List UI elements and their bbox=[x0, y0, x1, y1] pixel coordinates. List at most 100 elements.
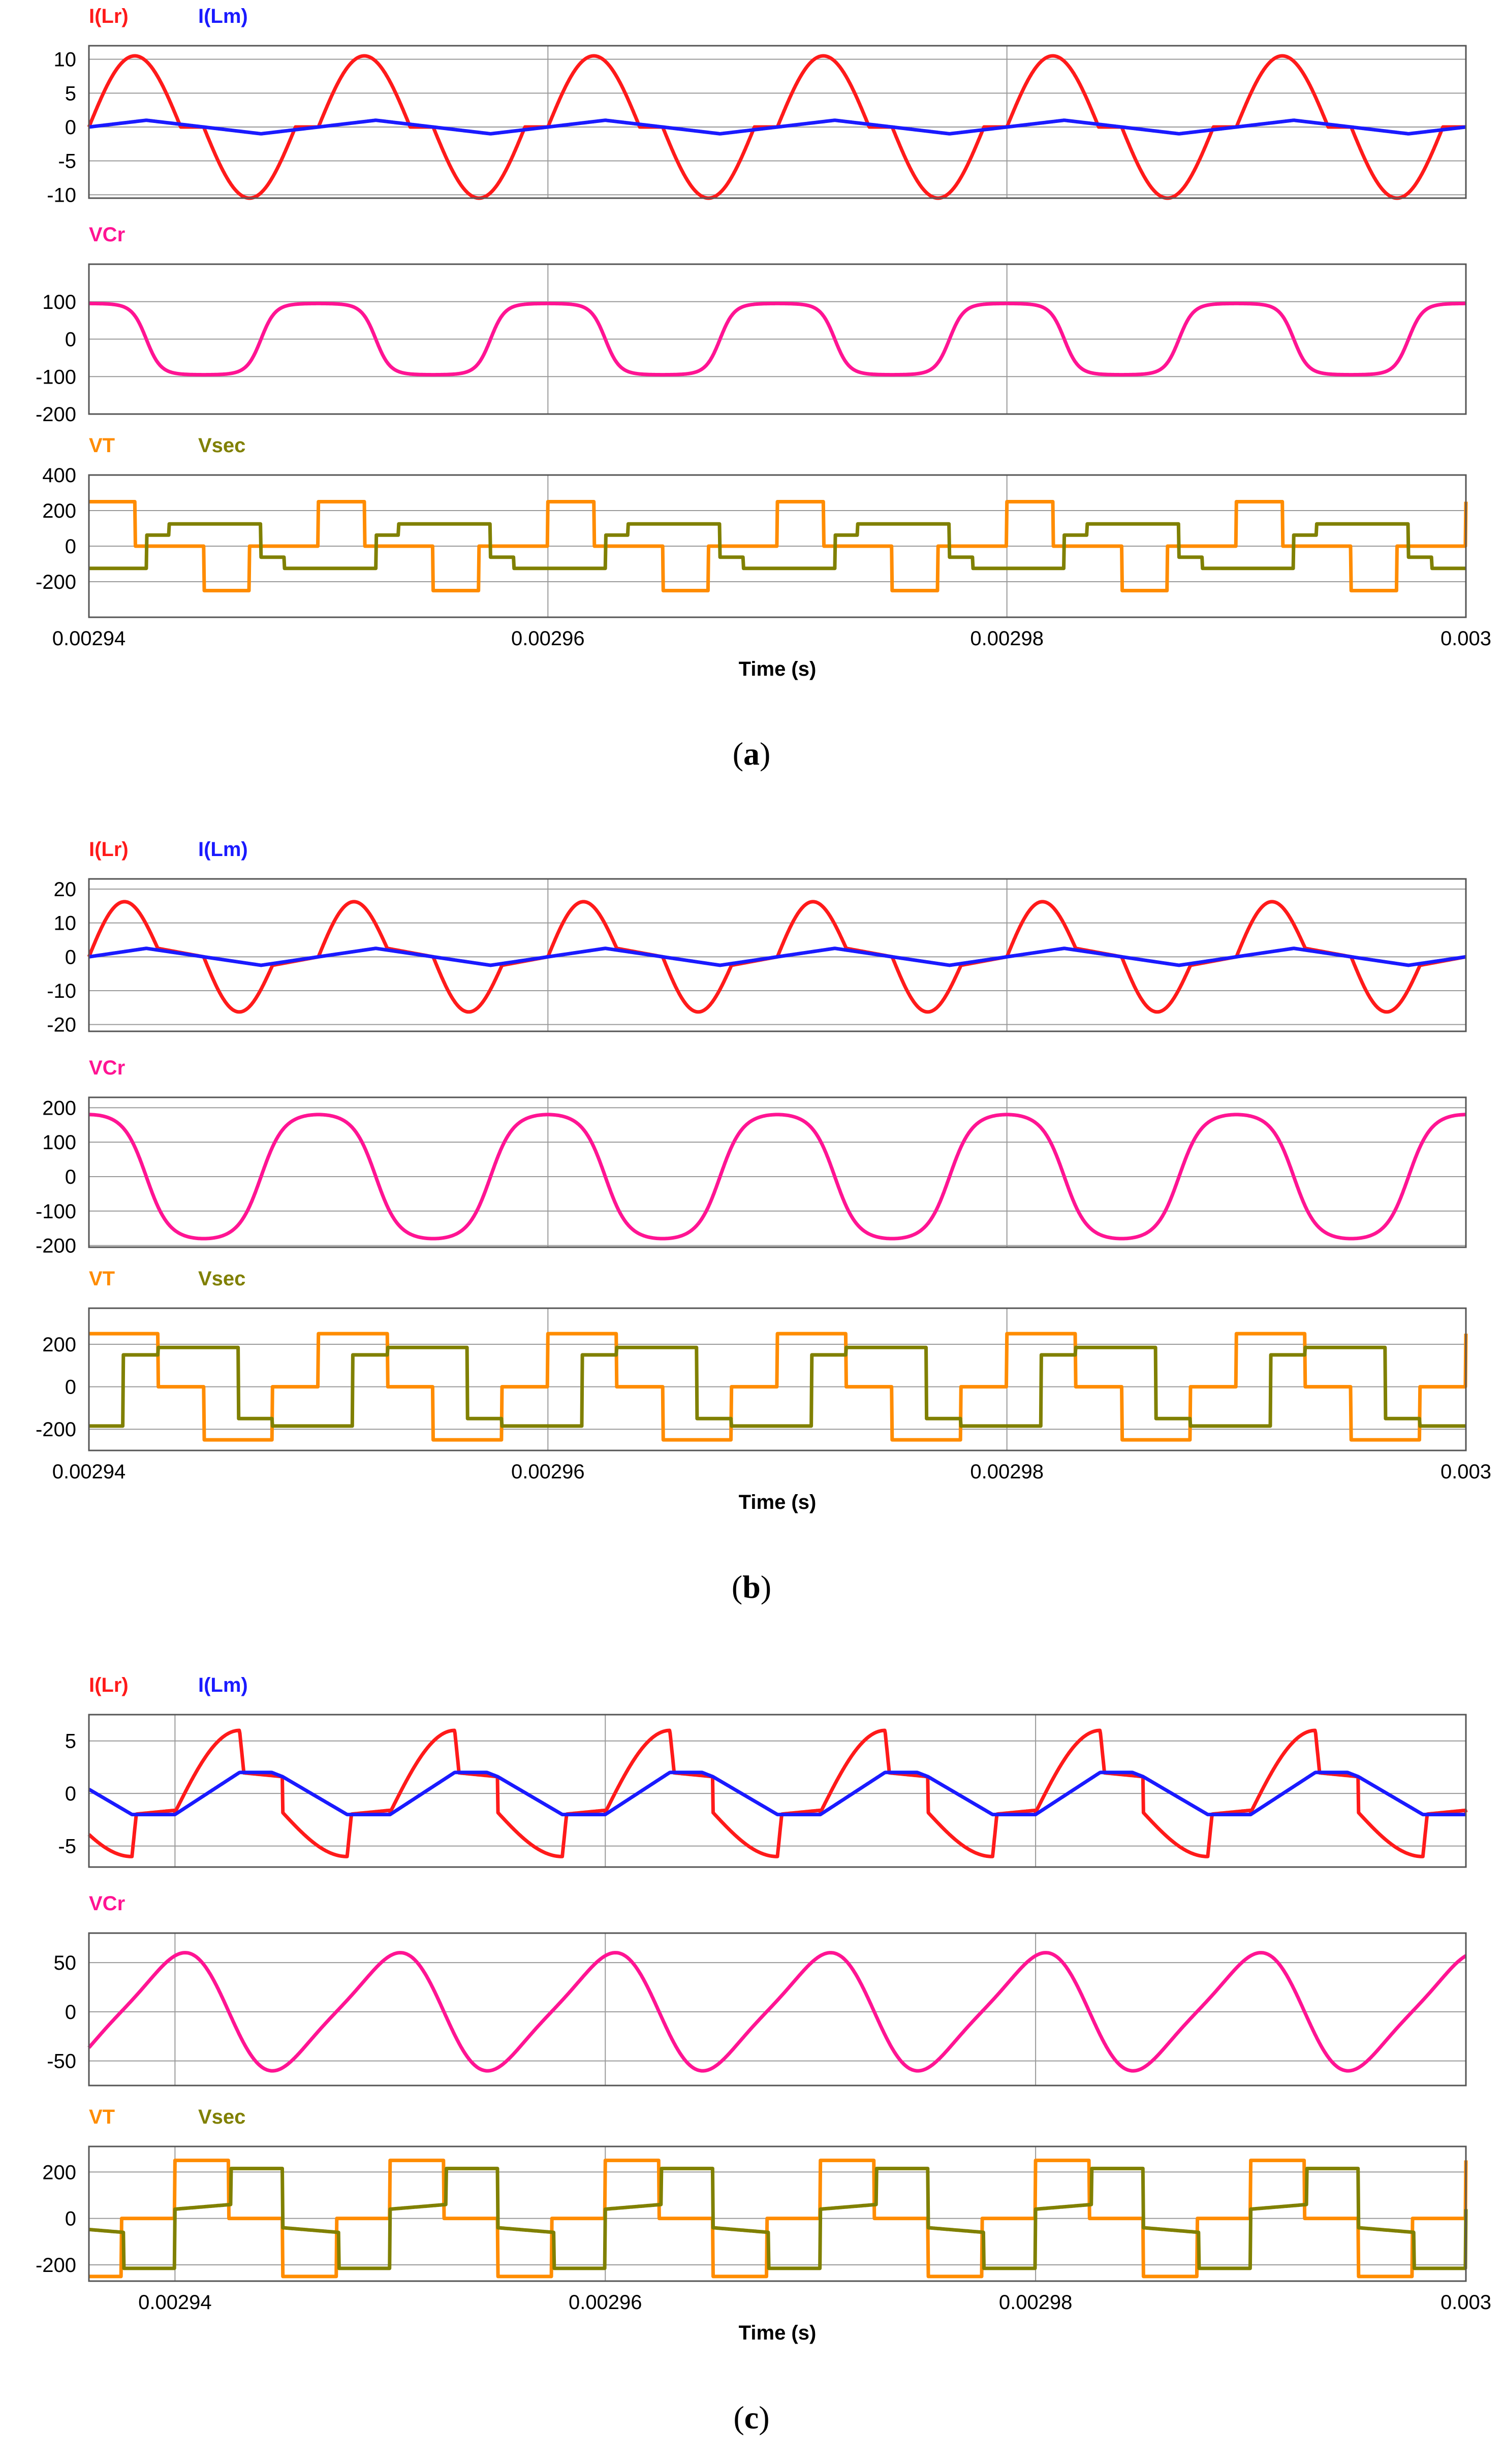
subplot-b-3: 200 0 -200 VT Vsec bbox=[36, 1268, 1468, 1451]
subplot-a-2: 100 0 -100 -200 VCr bbox=[36, 224, 1467, 426]
subplot-c-3: 200 0 -200 VT Vsec bbox=[36, 2106, 1468, 2282]
legend-ilm: I(Lm) bbox=[198, 838, 248, 861]
y-tick-label: 5 bbox=[65, 82, 76, 105]
legend-vsec: Vsec bbox=[198, 2106, 245, 2128]
legend-vt: VT bbox=[89, 434, 115, 457]
series-line-vt bbox=[87, 2158, 1468, 2279]
legend-vcr: VCr bbox=[89, 1057, 125, 1079]
y-tick-label: -100 bbox=[36, 1201, 76, 1223]
y-tick-label: 0 bbox=[65, 946, 76, 968]
x-tick-label: 0.00296 bbox=[511, 627, 585, 650]
series-line-vcr bbox=[87, 1951, 1467, 2073]
x-tick-label: 0.00298 bbox=[970, 627, 1044, 650]
y-tick-label: -20 bbox=[47, 1014, 76, 1036]
x-axis-label: Time (s) bbox=[739, 1491, 817, 1513]
y-tick-label: -10 bbox=[47, 980, 76, 1002]
series-line-vsec bbox=[87, 522, 1467, 571]
legend-vsec: Vsec bbox=[198, 1268, 245, 1290]
x-tick-label: 0.003 bbox=[1441, 2291, 1491, 2314]
y-tick-label: -200 bbox=[36, 403, 76, 426]
series-line-ilm bbox=[87, 118, 1467, 136]
plot-frame bbox=[88, 474, 1467, 618]
y-tick-label: 0 bbox=[65, 2001, 76, 2024]
y-tick-label: 0 bbox=[65, 329, 76, 351]
plot-frame bbox=[88, 45, 1467, 199]
x-axis-label: Time (s) bbox=[739, 2322, 817, 2344]
y-tick-label: 100 bbox=[42, 291, 76, 313]
series-line-vcr bbox=[87, 301, 1467, 377]
y-tick-label: -200 bbox=[36, 1418, 76, 1441]
y-tick-label: 0 bbox=[65, 1783, 76, 1805]
series-line-vsec bbox=[87, 2166, 1468, 2270]
legend-vt: VT bbox=[89, 2106, 115, 2128]
plot-frame bbox=[88, 1932, 1467, 2087]
legend-ilr: I(Lr) bbox=[89, 1674, 129, 1696]
subplot-c-2: 50 0 -50 VCr bbox=[47, 1892, 1467, 2087]
plot-frame bbox=[88, 1714, 1467, 1868]
y-tick-label: -200 bbox=[36, 571, 76, 593]
plot-frame bbox=[88, 263, 1467, 415]
x-tick-label: 0.003 bbox=[1441, 627, 1491, 650]
y-tick-label: -100 bbox=[36, 366, 76, 388]
y-tick-label: 200 bbox=[42, 2161, 76, 2184]
x-tick-label: 0.00294 bbox=[138, 2291, 212, 2314]
y-tick-label: 0 bbox=[65, 116, 76, 139]
y-tick-label: 10 bbox=[54, 912, 77, 935]
y-tick-label: 5 bbox=[65, 1730, 76, 1753]
legend-vsec: Vsec bbox=[198, 434, 245, 457]
y-tick-label: 0 bbox=[65, 2208, 76, 2230]
y-tick-label: -50 bbox=[47, 2050, 76, 2073]
y-tick-label: 50 bbox=[54, 1952, 77, 1974]
y-tick-label: 200 bbox=[42, 500, 76, 522]
plot-frame bbox=[88, 878, 1467, 1032]
y-tick-label: 0 bbox=[65, 535, 76, 558]
plot-frame bbox=[88, 1096, 1467, 1248]
y-tick-label: 10 bbox=[54, 49, 77, 71]
series-line-ilm bbox=[87, 1771, 1467, 1817]
x-axis-label: Time (s) bbox=[739, 658, 817, 680]
y-tick-label: 200 bbox=[42, 1097, 76, 1119]
legend-ilr: I(Lr) bbox=[89, 5, 129, 27]
legend-vcr: VCr bbox=[89, 224, 125, 246]
x-tick-label: 0.00294 bbox=[52, 1461, 126, 1483]
caption-a: (a) bbox=[733, 736, 771, 772]
caption-b: (b) bbox=[732, 1569, 771, 1605]
x-tick-label: 0.00294 bbox=[52, 627, 126, 650]
legend-vcr: VCr bbox=[89, 1892, 125, 1915]
y-tick-label: 400 bbox=[42, 464, 76, 487]
subplot-a-1: 10 5 0 -5 -10 I(Lr) I(Lm) bbox=[47, 5, 1467, 206]
x-tick-label: 0.00296 bbox=[511, 1461, 585, 1483]
legend-ilm: I(Lm) bbox=[198, 5, 248, 27]
series-line-ilm bbox=[87, 946, 1467, 967]
legend-vt: VT bbox=[89, 1268, 115, 1290]
y-tick-label: -200 bbox=[36, 1235, 76, 1257]
plot-frame bbox=[88, 2145, 1467, 2282]
series-line-vt bbox=[87, 500, 1468, 592]
y-tick-label: -10 bbox=[47, 184, 76, 206]
subplot-b-1: 20 10 0 -10 -20 I(Lr) I(Lm) bbox=[47, 838, 1467, 1036]
plot-frame bbox=[88, 1307, 1467, 1451]
x-tick-label: 0.00298 bbox=[999, 2291, 1073, 2314]
y-tick-label: 0 bbox=[65, 1376, 76, 1399]
series-line-vsec bbox=[87, 1345, 1467, 1428]
legend-ilr: I(Lr) bbox=[89, 838, 129, 861]
y-tick-label: -200 bbox=[36, 2254, 76, 2277]
series-line-vcr bbox=[87, 1113, 1467, 1241]
y-tick-label: 100 bbox=[42, 1131, 76, 1154]
x-tick-label: 0.00298 bbox=[970, 1461, 1044, 1483]
legend-ilm: I(Lm) bbox=[198, 1674, 248, 1696]
series-line-vt bbox=[87, 1332, 1468, 1442]
x-tick-label: 0.00296 bbox=[569, 2291, 642, 2314]
y-tick-label: 20 bbox=[54, 878, 77, 901]
y-tick-label: 200 bbox=[42, 1334, 76, 1356]
x-tick-label: 0.003 bbox=[1441, 1461, 1491, 1483]
caption-c: (c) bbox=[733, 2399, 769, 2436]
subplot-b-2: 200 100 0 -100 -200 VCr bbox=[36, 1057, 1467, 1257]
y-tick-label: 0 bbox=[65, 1166, 76, 1188]
subplot-c-1: 5 0 -5 I(Lr) I(Lm) bbox=[58, 1674, 1468, 1868]
subplot-a-3: 400 200 0 -200 VT Vsec bbox=[36, 434, 1468, 618]
y-tick-label: -5 bbox=[58, 150, 76, 173]
